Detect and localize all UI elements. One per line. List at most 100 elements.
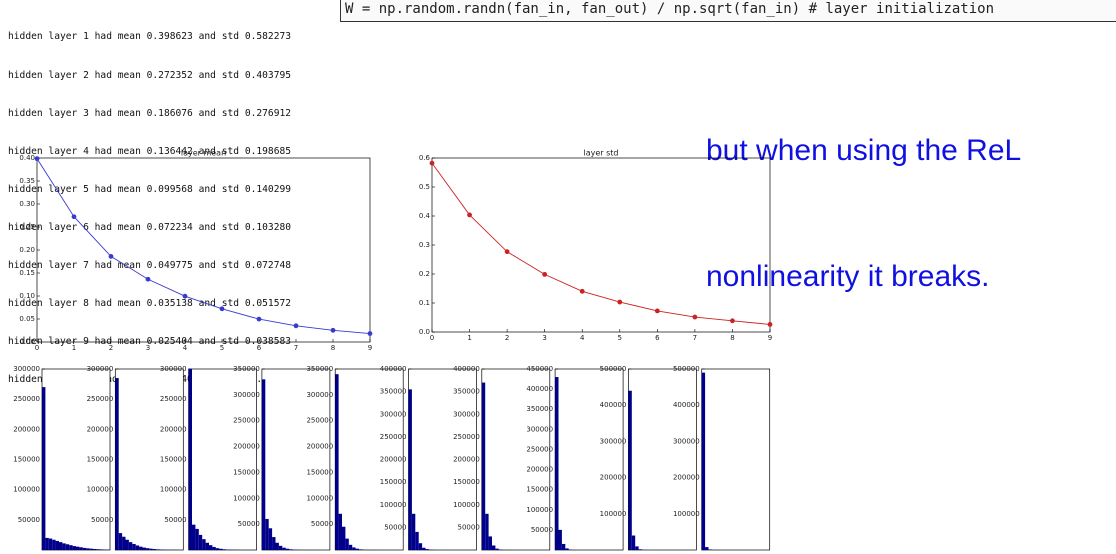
x-tick-label: 2: [505, 334, 509, 342]
y-tick-label: 0.3: [419, 241, 430, 249]
y-tick-label: 250000: [160, 395, 187, 403]
bar: [198, 534, 203, 550]
point: [654, 308, 660, 314]
y-tick-label: 0.6: [419, 154, 431, 162]
y-tick-label: 400000: [453, 365, 480, 373]
series-line: [36, 158, 371, 334]
y-tick-label: 300000: [306, 391, 333, 399]
x-tick-label: 7: [294, 344, 298, 352]
y-tick-label: 200000: [380, 456, 407, 464]
y-tick-label: 0.25: [19, 223, 35, 231]
y-tick-label: 100000: [453, 501, 480, 509]
point: [330, 327, 336, 333]
x-tick-label: 7: [693, 334, 697, 342]
log-line: hidden layer 3 had mean 0.186076 and std…: [8, 107, 292, 119]
y-tick-label: 0.05: [19, 315, 35, 323]
bar: [145, 548, 150, 550]
y-tick-label: 50000: [164, 516, 186, 524]
x-tick-label: 4: [580, 334, 585, 342]
y-tick-label: 100000: [673, 510, 700, 518]
y-tick-label: 0.2: [419, 270, 430, 278]
y-tick-label: 300000: [13, 365, 40, 373]
y-tick-label: 250000: [453, 433, 480, 441]
bar: [418, 543, 423, 550]
bar: [408, 389, 412, 550]
bar: [492, 545, 496, 550]
slide-line: nonlinearity it breaks.: [706, 260, 990, 293]
chart-title: layer std: [584, 149, 619, 158]
point: [467, 212, 472, 218]
bar: [69, 545, 73, 550]
bar: [345, 538, 349, 550]
bar: [192, 524, 196, 550]
bar: [222, 549, 226, 550]
y-tick-label: 300000: [160, 365, 187, 373]
bar: [72, 546, 76, 550]
y-tick-label: 50000: [384, 523, 406, 531]
y-tick-label: 100000: [600, 510, 627, 518]
bar: [79, 547, 83, 550]
bar: [272, 537, 276, 550]
bar: [152, 549, 157, 550]
y-tick-label: 0.20: [19, 246, 35, 254]
bar: [99, 549, 104, 550]
y-tick-label: 150000: [306, 468, 333, 476]
point: [579, 288, 585, 294]
y-tick-label: 100000: [526, 506, 553, 514]
y-tick-label: 300000: [87, 365, 114, 373]
y-tick-label: 50000: [91, 516, 113, 524]
y-tick-label: 150000: [453, 478, 480, 486]
point: [617, 299, 623, 305]
y-tick-label: 300000: [600, 437, 627, 445]
bar: [52, 539, 56, 550]
point: [108, 254, 114, 259]
bar: [188, 369, 192, 550]
bar: [285, 548, 290, 550]
chart-title: layer mean: [181, 149, 226, 158]
bar: [149, 548, 153, 550]
bar: [195, 528, 199, 550]
bar: [65, 544, 70, 550]
x-tick-label: 4: [183, 344, 188, 352]
y-tick-label: 350000: [526, 405, 553, 413]
bar: [115, 378, 119, 550]
slide-text: but when using the ReL nonlinearity it b…: [706, 46, 1021, 340]
bar: [261, 379, 266, 550]
x-tick-label: 1: [72, 344, 76, 352]
y-tick-label: 150000: [87, 456, 114, 464]
y-tick-label: 200000: [526, 466, 553, 474]
point: [429, 160, 435, 166]
bar: [45, 537, 49, 550]
y-tick-label: 400000: [600, 401, 627, 409]
bar: [82, 547, 87, 550]
bar: [128, 542, 133, 550]
point: [730, 318, 735, 324]
x-tick-label: 5: [220, 344, 224, 352]
y-tick-label: 200000: [600, 474, 627, 482]
log-line: hidden layer 1 had mean 0.398623 and std…: [8, 31, 292, 43]
bar: [422, 547, 426, 550]
y-tick-label: 100000: [306, 494, 333, 502]
log-line: hidden layer 2 had mean 0.272352 and std…: [8, 69, 292, 81]
bar: [219, 548, 223, 550]
bar: [268, 528, 273, 550]
bar: [631, 535, 636, 550]
x-tick-label: 9: [368, 344, 372, 352]
bar: [638, 549, 642, 550]
plot-frame: [554, 368, 624, 551]
x-tick-label: 9: [768, 334, 772, 342]
bar: [55, 540, 59, 550]
y-tick-label: 0.40: [19, 154, 35, 162]
y-tick-label: 0.4: [419, 212, 431, 220]
bar: [86, 548, 90, 550]
y-tick-label: 250000: [306, 417, 333, 425]
y-tick-label: 300000: [453, 410, 480, 418]
bar: [125, 539, 129, 550]
bar: [415, 531, 419, 550]
plot-frame: [41, 368, 111, 551]
bar: [89, 548, 93, 550]
bar: [59, 542, 63, 550]
y-tick-label: 250000: [87, 395, 114, 403]
plot-frame: [481, 368, 551, 551]
bar: [355, 548, 359, 550]
